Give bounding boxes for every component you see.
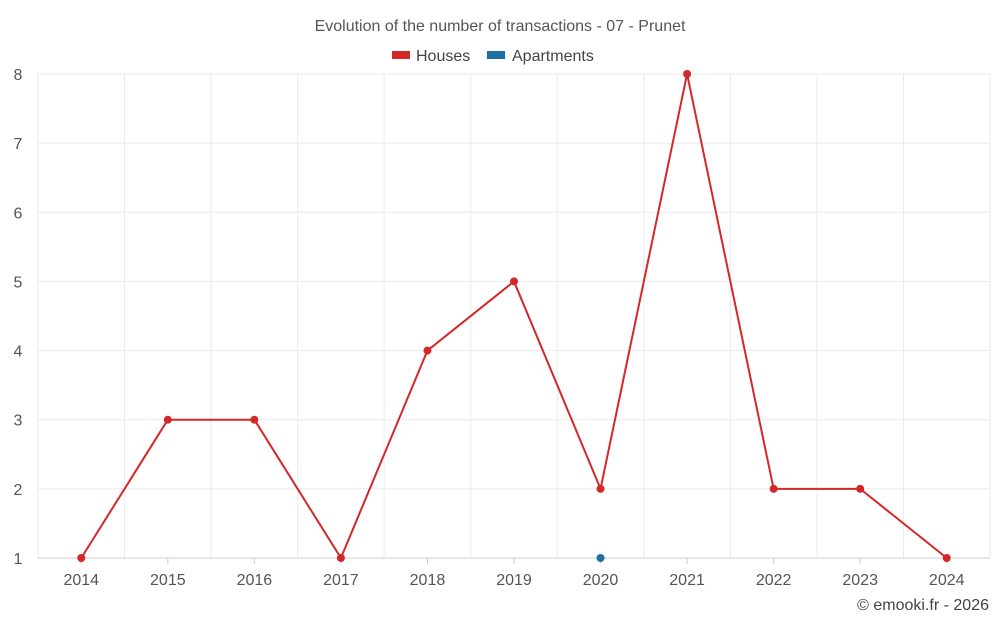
- x-tick-label: 2018: [410, 572, 446, 589]
- legend-swatch-apartments: [487, 51, 505, 59]
- legend-item-apartments[interactable]: Apartments: [487, 48, 594, 65]
- data-point-houses-2020[interactable]: [596, 484, 605, 493]
- data-point-houses-2024[interactable]: [942, 554, 951, 562]
- y-tick-label: 1: [14, 551, 23, 568]
- x-tick-label: 2021: [669, 572, 705, 589]
- x-tick-label: 2023: [842, 572, 878, 589]
- data-point-apartments-2020[interactable]: [596, 554, 605, 562]
- data-point-houses-2022[interactable]: [769, 484, 778, 493]
- data-point-houses-2014[interactable]: [77, 554, 86, 562]
- x-tick-label: 2022: [756, 572, 792, 589]
- series-layer: [77, 70, 951, 562]
- x-tick-label: 2020: [583, 572, 619, 589]
- data-point-houses-2018[interactable]: [423, 346, 432, 355]
- data-point-houses-2019[interactable]: [510, 277, 518, 286]
- credit-text: © emooki.fr - 2026: [857, 597, 989, 614]
- data-point-houses-2015[interactable]: [163, 415, 172, 424]
- y-tick-label: 3: [14, 413, 23, 430]
- y-tick-label: 4: [14, 344, 23, 361]
- data-point-houses-2023[interactable]: [856, 484, 865, 493]
- y-axis: 1 2 3 4 5 6 7 8: [14, 67, 23, 568]
- series-apartments: [596, 554, 605, 562]
- data-point-houses-2021[interactable]: [683, 70, 692, 78]
- legend: Houses Apartments: [392, 48, 594, 65]
- chart-title: Evolution of the number of transactions …: [315, 18, 686, 35]
- x-tick-label: 2019: [496, 572, 532, 589]
- y-tick-label: 8: [14, 67, 23, 84]
- y-tick-label: 6: [14, 205, 23, 222]
- grid: [37, 73, 991, 558]
- y-tick-label: 7: [14, 136, 23, 153]
- x-tick-label: 2016: [237, 572, 273, 589]
- x-tick-label: 2017: [323, 572, 359, 589]
- x-tick-label: 2024: [929, 572, 965, 589]
- y-tick-label: 2: [14, 482, 23, 499]
- series-houses: [77, 70, 951, 562]
- x-tick-label: 2014: [63, 572, 99, 589]
- legend-label-apartments: Apartments: [512, 48, 594, 65]
- legend-item-houses[interactable]: Houses: [392, 48, 470, 65]
- data-point-houses-2016[interactable]: [250, 415, 259, 424]
- data-point-houses-2017[interactable]: [336, 554, 345, 562]
- legend-label-houses: Houses: [416, 48, 470, 65]
- y-tick-label: 5: [14, 274, 23, 291]
- x-tick-label: 2015: [150, 572, 186, 589]
- legend-swatch-houses: [392, 51, 410, 59]
- x-axis: 2014 2015 2016 2017 2018 2019 2020 2021 2022 2023…: [38, 557, 990, 589]
